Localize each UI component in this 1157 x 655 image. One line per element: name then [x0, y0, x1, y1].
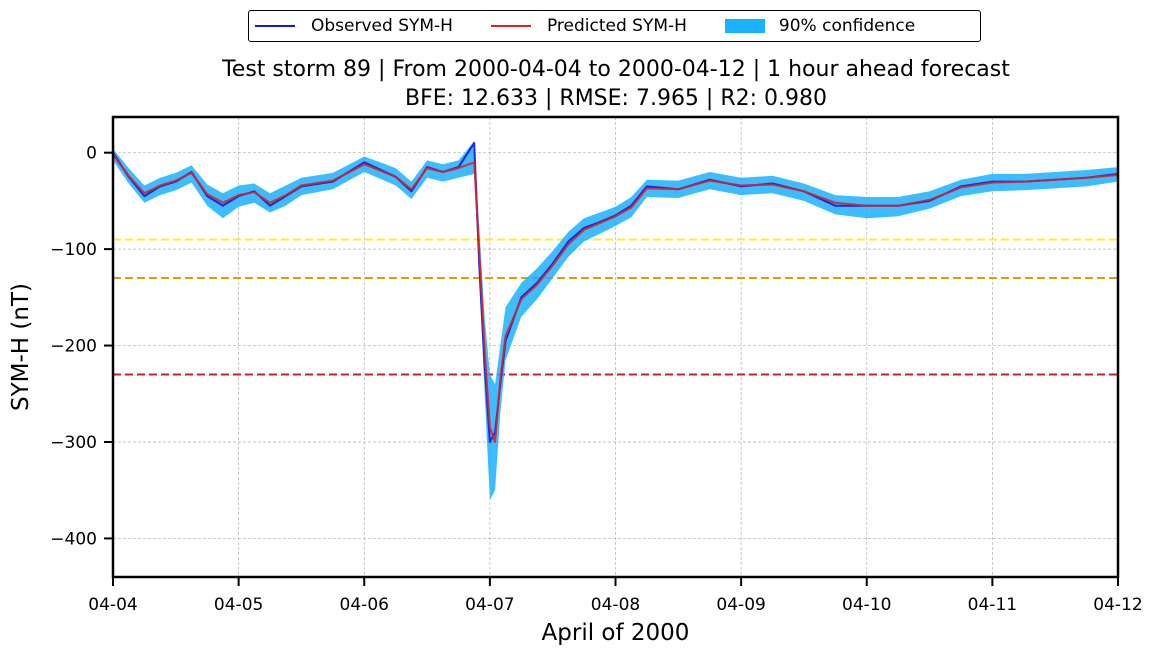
x-tick-label: 04-04	[88, 595, 137, 615]
x-tick-label: 04-08	[591, 595, 640, 615]
y-tick-label: −300	[50, 433, 97, 453]
y-tick-label: −200	[50, 337, 97, 357]
x-tick-label: 04-11	[968, 595, 1017, 615]
chart-title: Test storm 89 | From 2000-04-04 to 2000-…	[222, 57, 1010, 82]
x-tick-label: 04-09	[716, 595, 765, 615]
observed-line-swatch	[255, 25, 295, 27]
x-tick-label: 04-06	[340, 595, 389, 615]
legend-item-observed: Observed SYM-H	[255, 16, 453, 36]
y-tick-label: 0	[86, 144, 97, 164]
y-axis-label: SYM-H (nT)	[8, 283, 34, 411]
legend-item-predicted: Predicted SYM-H	[490, 16, 687, 36]
legend: Observed SYM-H Predicted SYM-H 90% confi…	[248, 10, 981, 42]
chart-subtitle: BFE: 12.633 | RMSE: 7.965 | R2: 0.980	[404, 86, 828, 111]
y-tick-label: −100	[50, 240, 97, 260]
x-tick-label: 04-10	[842, 595, 891, 615]
x-tick-label: 04-07	[465, 595, 514, 615]
ticks: 04-04 04-05 04-06 04-07 04-08 04-09 04-10 04-11…	[50, 144, 1142, 615]
predicted-line-swatch	[490, 25, 531, 27]
legend-label-confidence: 90% confidence	[778, 16, 916, 36]
confidence-band-layer	[113, 141, 1118, 500]
x-axis-label: April of 2000	[542, 620, 690, 646]
predicted-series-line	[112, 154, 1119, 443]
confidence-band	[113, 141, 1118, 500]
x-tick-label: 04-05	[214, 595, 263, 615]
confidence-patch-swatch	[724, 19, 765, 33]
y-tick-label: −400	[50, 529, 97, 549]
legend-label-observed: Observed SYM-H	[311, 16, 453, 36]
legend-label-predicted: Predicted SYM-H	[546, 16, 687, 36]
x-tick-label: 04-12	[1093, 595, 1142, 615]
legend-item-confidence: 90% confidence	[724, 16, 916, 36]
series-layer	[112, 142, 1119, 443]
